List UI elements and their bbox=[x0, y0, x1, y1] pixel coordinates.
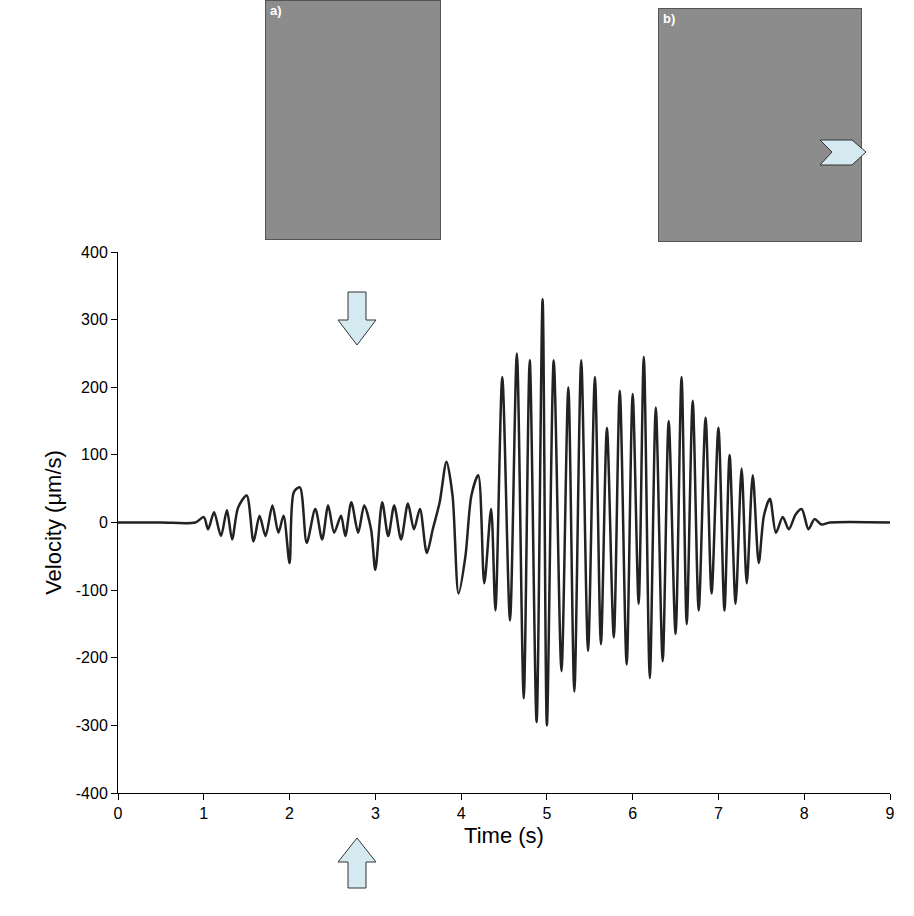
svg-text:3: 3 bbox=[371, 805, 380, 822]
svg-text:-100: -100 bbox=[76, 582, 108, 599]
html-text:b): b) bbox=[663, 11, 676, 26]
svg-text:-400: -400 bbox=[76, 785, 108, 802]
svg-text:Velocity (μm/s): Velocity (μm/s) bbox=[41, 450, 66, 595]
svg-text:8: 8 bbox=[800, 805, 809, 822]
svg-text:0: 0 bbox=[99, 514, 108, 531]
html-text:a): a) bbox=[270, 3, 282, 18]
svg-text:4: 4 bbox=[457, 805, 466, 822]
svg-text:200: 200 bbox=[81, 379, 108, 396]
svg-text:-200: -200 bbox=[76, 649, 108, 666]
svg-text:100: 100 bbox=[81, 446, 108, 463]
svg-text:0: 0 bbox=[114, 805, 123, 822]
svg-text:5: 5 bbox=[542, 805, 551, 822]
svg-text:7: 7 bbox=[714, 805, 723, 822]
svg-text:1: 1 bbox=[199, 805, 208, 822]
svg-text:6: 6 bbox=[628, 805, 637, 822]
svg-text:300: 300 bbox=[81, 311, 108, 328]
svg-text:2: 2 bbox=[285, 805, 294, 822]
svg-text:-300: -300 bbox=[76, 717, 108, 734]
svg-text:9: 9 bbox=[886, 805, 895, 822]
svg-text:400: 400 bbox=[81, 244, 108, 261]
svg-text:Time (s): Time (s) bbox=[464, 823, 544, 848]
